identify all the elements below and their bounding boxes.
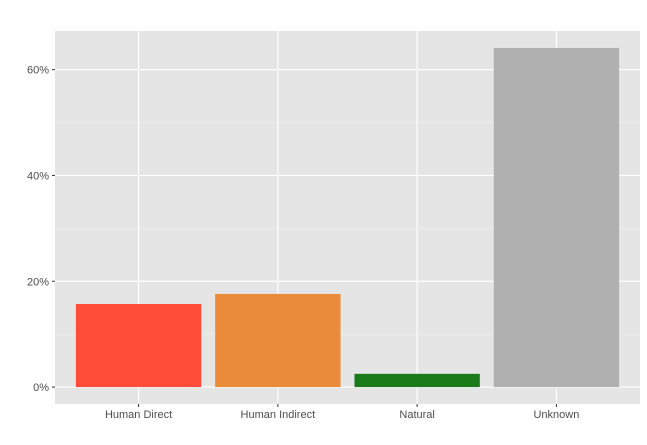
bar <box>75 304 202 388</box>
bar <box>354 373 480 388</box>
x-tick-label: Natural <box>399 409 434 421</box>
y-tick-label: 40% <box>27 170 49 182</box>
y-axis: 0% 20% 40% 60% <box>27 65 55 394</box>
x-tick-label: Human Indirect <box>241 409 316 421</box>
y-tick-label: 0% <box>33 382 49 394</box>
bar <box>215 293 341 388</box>
y-tick-label: 60% <box>27 65 49 77</box>
y-tick-label: 20% <box>27 276 49 288</box>
bar <box>493 47 620 388</box>
x-axis: Human Direct Human Indirect Natural Unknown <box>105 404 579 421</box>
x-tick-label: Unknown <box>533 409 579 421</box>
x-tick-label: Human Direct <box>105 409 172 421</box>
bars <box>75 47 620 388</box>
